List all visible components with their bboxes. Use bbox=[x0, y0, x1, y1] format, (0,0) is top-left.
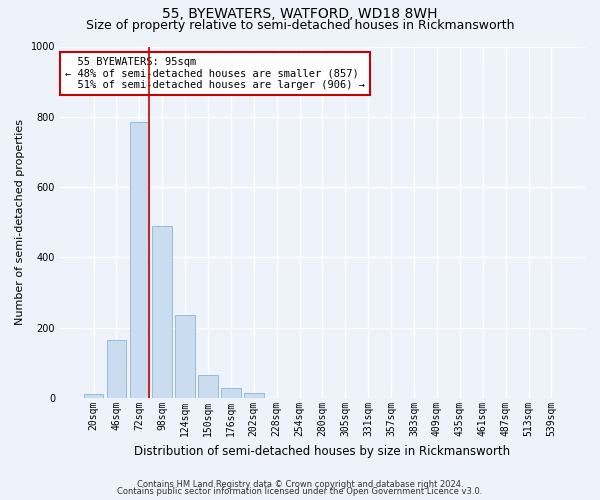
Text: Size of property relative to semi-detached houses in Rickmansworth: Size of property relative to semi-detach… bbox=[86, 18, 514, 32]
Text: 55, BYEWATERS, WATFORD, WD18 8WH: 55, BYEWATERS, WATFORD, WD18 8WH bbox=[162, 8, 438, 22]
X-axis label: Distribution of semi-detached houses by size in Rickmansworth: Distribution of semi-detached houses by … bbox=[134, 444, 511, 458]
Bar bbox=[221, 388, 241, 398]
Bar bbox=[244, 393, 263, 398]
Text: Contains HM Land Registry data © Crown copyright and database right 2024.: Contains HM Land Registry data © Crown c… bbox=[137, 480, 463, 489]
Bar bbox=[84, 394, 103, 398]
Bar bbox=[107, 340, 126, 398]
Bar bbox=[152, 226, 172, 398]
Bar bbox=[130, 122, 149, 398]
Text: 55 BYEWATERS: 95sqm
← 48% of semi-detached houses are smaller (857)
  51% of sem: 55 BYEWATERS: 95sqm ← 48% of semi-detach… bbox=[65, 57, 365, 90]
Y-axis label: Number of semi-detached properties: Number of semi-detached properties bbox=[15, 120, 25, 326]
Text: Contains public sector information licensed under the Open Government Licence v3: Contains public sector information licen… bbox=[118, 487, 482, 496]
Bar bbox=[175, 315, 195, 398]
Bar bbox=[198, 376, 218, 398]
